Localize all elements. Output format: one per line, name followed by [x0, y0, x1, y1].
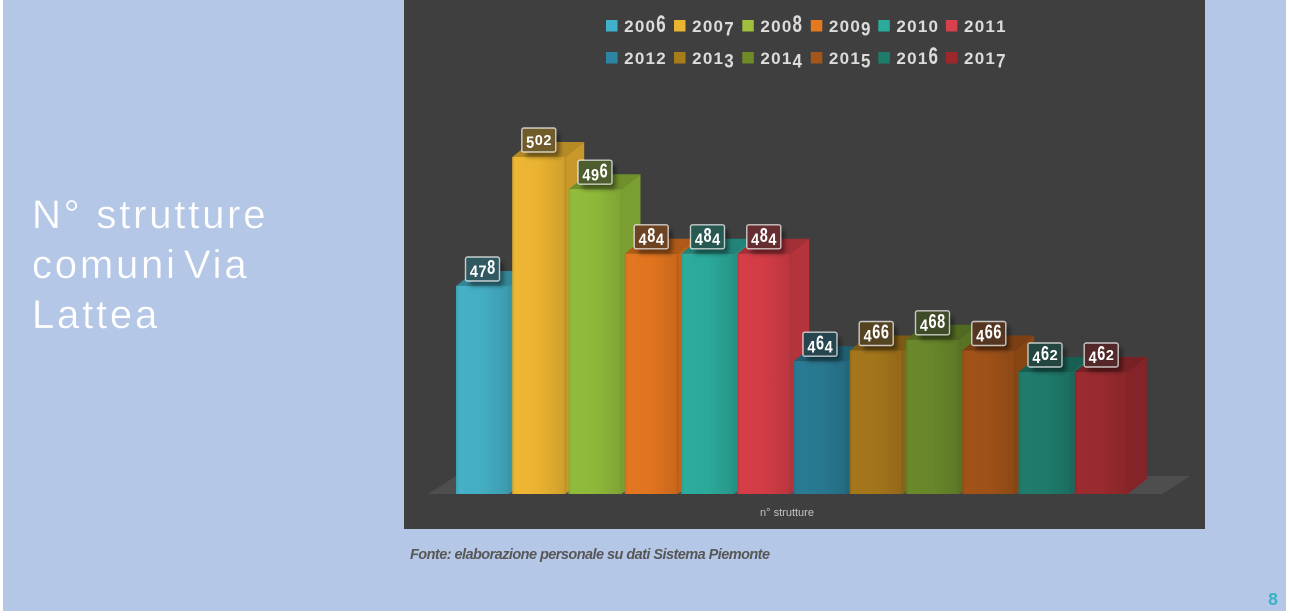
svg-text:0: 0	[535, 133, 543, 149]
svg-text:4: 4	[864, 328, 872, 346]
svg-text:4: 4	[470, 263, 478, 281]
svg-text:3: 3	[724, 51, 733, 72]
svg-text:0: 0	[703, 17, 712, 36]
svg-text:6: 6	[929, 43, 938, 70]
svg-text:8: 8	[487, 255, 495, 278]
svg-text:2: 2	[656, 49, 665, 68]
svg-text:6: 6	[1097, 341, 1105, 364]
svg-text:2: 2	[964, 49, 973, 68]
svg-text:6: 6	[816, 331, 824, 354]
svg-text:7: 7	[478, 263, 486, 281]
svg-text:2: 2	[760, 17, 769, 36]
svg-text:6: 6	[928, 309, 936, 332]
svg-text:0: 0	[840, 49, 849, 68]
svg-text:6: 6	[985, 320, 993, 343]
svg-text:6: 6	[993, 320, 1001, 343]
svg-text:7: 7	[996, 51, 1005, 72]
svg-text:6: 6	[881, 320, 889, 343]
svg-text:0: 0	[907, 17, 916, 36]
svg-text:1: 1	[850, 49, 859, 68]
svg-text:2: 2	[760, 49, 769, 68]
svg-text:8: 8	[937, 309, 945, 332]
svg-text:0: 0	[703, 49, 712, 68]
svg-text:1: 1	[985, 17, 994, 36]
svg-text:8: 8	[647, 223, 655, 246]
svg-text:6: 6	[656, 11, 665, 38]
svg-text:1: 1	[714, 49, 723, 68]
svg-text:0: 0	[907, 49, 916, 68]
svg-text:6: 6	[600, 159, 608, 182]
svg-text:4: 4	[695, 231, 703, 249]
svg-text:4: 4	[976, 328, 984, 346]
svg-text:0: 0	[975, 49, 984, 68]
svg-text:6: 6	[1041, 341, 1049, 364]
svg-text:0: 0	[635, 17, 644, 36]
svg-text:8: 8	[793, 11, 802, 38]
svg-text:5: 5	[526, 134, 534, 152]
svg-text:4: 4	[582, 167, 590, 185]
svg-text:2: 2	[896, 49, 905, 68]
svg-text:0: 0	[646, 17, 655, 36]
svg-text:4: 4	[793, 51, 802, 72]
svg-text:1: 1	[918, 49, 927, 68]
svg-text:4: 4	[825, 339, 833, 357]
svg-text:2: 2	[829, 49, 838, 68]
svg-text:0: 0	[714, 17, 723, 36]
svg-text:2: 2	[964, 17, 973, 36]
svg-text:2: 2	[829, 17, 838, 36]
svg-text:1: 1	[985, 49, 994, 68]
svg-text:1: 1	[918, 17, 927, 36]
svg-text:7: 7	[724, 19, 733, 40]
svg-text:0: 0	[782, 17, 791, 36]
svg-text:0: 0	[840, 17, 849, 36]
svg-text:9: 9	[861, 19, 870, 40]
svg-text:4: 4	[1089, 349, 1097, 367]
svg-text:4: 4	[656, 231, 664, 249]
svg-text:0: 0	[771, 17, 780, 36]
svg-text:4: 4	[1032, 349, 1040, 367]
svg-text:2: 2	[624, 49, 633, 68]
svg-text:8: 8	[703, 223, 711, 246]
svg-text:6: 6	[872, 320, 880, 343]
svg-text:2: 2	[896, 17, 905, 36]
svg-text:1: 1	[646, 49, 655, 68]
svg-text:4: 4	[639, 231, 647, 249]
svg-text:2: 2	[624, 17, 633, 36]
svg-text:4: 4	[807, 339, 815, 357]
svg-text:2: 2	[543, 133, 551, 149]
svg-text:2: 2	[1106, 348, 1114, 364]
svg-text:4: 4	[751, 231, 759, 249]
svg-text:1: 1	[996, 17, 1005, 36]
svg-text:2: 2	[692, 49, 701, 68]
svg-text:0: 0	[975, 17, 984, 36]
svg-text:5: 5	[861, 51, 870, 72]
svg-text:8: 8	[760, 223, 768, 246]
svg-text:0: 0	[771, 49, 780, 68]
svg-text:1: 1	[782, 49, 791, 68]
svg-text:4: 4	[920, 317, 928, 335]
svg-text:n° strutture: n° strutture	[760, 507, 814, 519]
svg-text:4: 4	[768, 231, 776, 249]
svg-text:0: 0	[929, 17, 938, 36]
svg-text:2: 2	[692, 17, 701, 36]
svg-text:4: 4	[712, 231, 720, 249]
svg-text:0: 0	[635, 49, 644, 68]
svg-text:2: 2	[1050, 348, 1058, 364]
svg-text:9: 9	[591, 167, 599, 185]
svg-text:0: 0	[850, 17, 859, 36]
